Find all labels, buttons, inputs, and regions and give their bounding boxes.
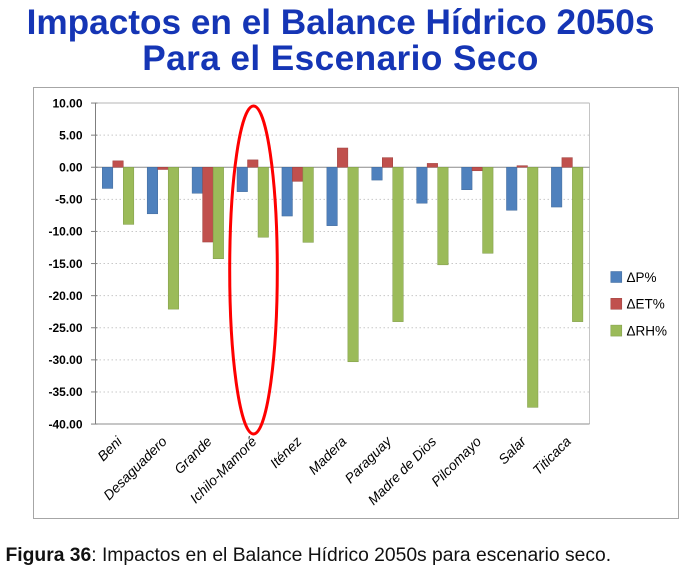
svg-text:-25.00: -25.00	[48, 321, 82, 335]
svg-text:10.00: 10.00	[52, 96, 82, 110]
svg-text:0.00: 0.00	[59, 160, 83, 174]
svg-text:-35.00: -35.00	[48, 385, 82, 399]
svg-text:ΔP%: ΔP%	[627, 270, 657, 285]
svg-text:ΔRH%: ΔRH%	[627, 323, 668, 338]
svg-text:-5.00: -5.00	[55, 193, 83, 207]
svg-text:-20.00: -20.00	[48, 289, 82, 303]
svg-text:-40.00: -40.00	[48, 417, 82, 431]
svg-text:ΔET%: ΔET%	[627, 297, 665, 312]
svg-text:-15.00: -15.00	[48, 257, 82, 271]
svg-text:-30.00: -30.00	[48, 353, 82, 367]
svg-text:-10.00: -10.00	[48, 225, 82, 239]
svg-text:5.00: 5.00	[59, 128, 83, 142]
